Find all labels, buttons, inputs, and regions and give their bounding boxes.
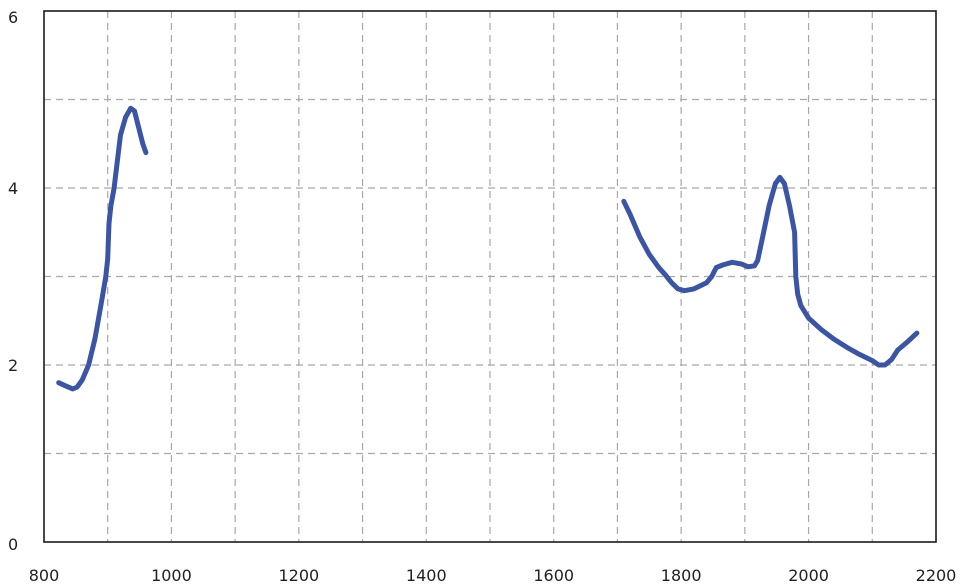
x-tick-label: 1800 [661,566,702,585]
y-tick-label: 6 [8,8,18,27]
x-tick-label: 1200 [278,566,319,585]
x-tick-label: 2000 [788,566,829,585]
y-tick-label: 4 [8,179,18,198]
y-tick-label: 0 [8,535,18,554]
x-axis-ticks: 800 1000 1200 1400 1600 1800 2000 2200 [29,566,957,585]
grid [44,11,936,542]
x-tick-label: 800 [29,566,60,585]
y-tick-label: 2 [8,356,18,375]
plot-frame [43,10,937,543]
x-tick-label: 1400 [406,566,447,585]
series-layer [56,105,920,392]
x-tick-label: 2200 [916,566,957,585]
series-line-2 [621,174,920,368]
y-axis-ticks: 0 2 4 6 [8,8,18,554]
x-tick-label: 1600 [533,566,574,585]
series-line-1 [56,105,149,392]
x-tick-label: 1000 [151,566,192,585]
